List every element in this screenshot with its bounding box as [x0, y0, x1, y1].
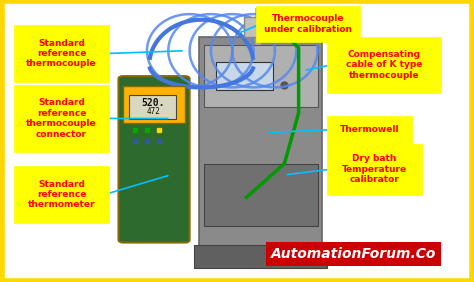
FancyBboxPatch shape [327, 144, 422, 195]
Text: AutomationForum.Co: AutomationForum.Co [271, 247, 436, 261]
Text: Dry bath
Temperature
calibrator: Dry bath Temperature calibrator [342, 154, 407, 184]
Text: Standard
reference
thermocouple
connector: Standard reference thermocouple connecto… [27, 98, 97, 138]
FancyBboxPatch shape [216, 62, 273, 90]
FancyBboxPatch shape [327, 116, 412, 144]
FancyBboxPatch shape [14, 166, 109, 223]
FancyBboxPatch shape [123, 86, 185, 123]
FancyBboxPatch shape [194, 245, 327, 268]
FancyBboxPatch shape [327, 37, 441, 93]
Text: Compensating
cable of K type
thermocouple: Compensating cable of K type thermocoupl… [346, 50, 422, 80]
FancyBboxPatch shape [256, 6, 360, 42]
FancyBboxPatch shape [244, 17, 273, 37]
FancyBboxPatch shape [204, 164, 318, 226]
Text: Standard
reference
thermometer: Standard reference thermometer [28, 180, 95, 210]
FancyBboxPatch shape [199, 37, 322, 268]
FancyBboxPatch shape [204, 45, 318, 107]
Text: 472: 472 [146, 107, 161, 116]
Text: 520.: 520. [141, 98, 164, 108]
FancyBboxPatch shape [118, 76, 190, 243]
FancyBboxPatch shape [14, 25, 109, 82]
Text: Thermowell: Thermowell [340, 125, 400, 134]
Text: Thermocouple
under calibration: Thermocouple under calibration [264, 14, 352, 34]
Text: Standard
reference
thermocouple: Standard reference thermocouple [27, 39, 97, 69]
FancyBboxPatch shape [129, 95, 176, 119]
FancyBboxPatch shape [14, 85, 109, 152]
